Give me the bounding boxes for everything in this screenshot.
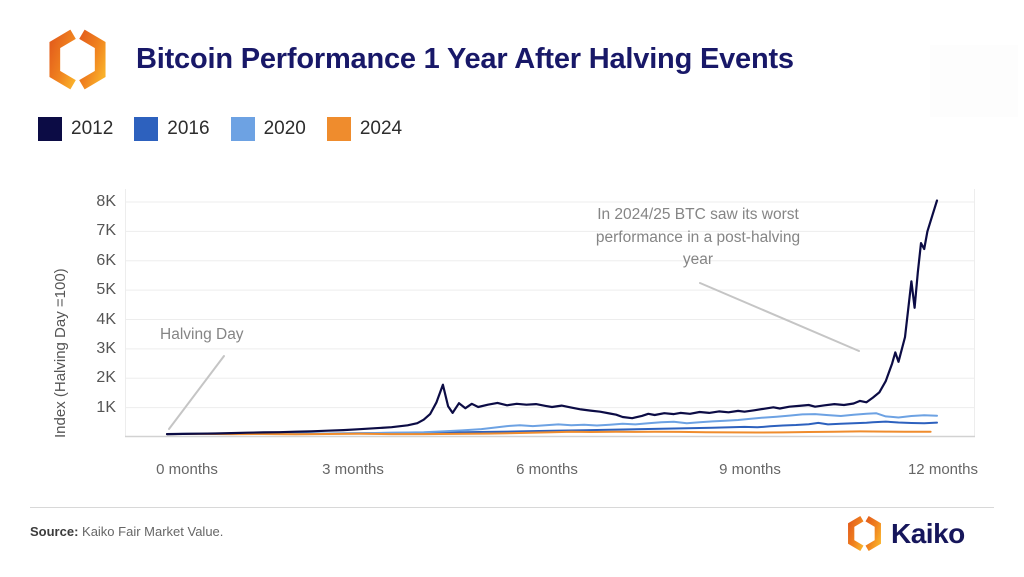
kaiko-footer-logo: Kaiko — [846, 514, 965, 553]
series-line-2020 — [166, 412, 938, 436]
legend-label: 2012 — [71, 118, 114, 139]
y-axis-title: Index (Halving Day =100) — [52, 268, 69, 438]
kaiko-logo-text: Kaiko — [891, 517, 965, 549]
annotation-halving-day: Halving Day — [160, 326, 244, 343]
x-tick-12-months: 12 months — [907, 461, 979, 478]
x-tick-0-months: 0 months — [156, 461, 218, 478]
series-layer — [165, 199, 939, 436]
legend-swatch-2020 — [230, 117, 255, 141]
source-note: Source: Kaiko Fair Market Value. — [30, 524, 223, 539]
legend-item-2016: 2016 — [134, 117, 210, 141]
annotation-worst-performance: In 2024/25 BTC saw its worst performance… — [595, 206, 801, 268]
kaiko-logo-icon-small — [848, 515, 881, 552]
y-tick-6k: 6K — [96, 252, 116, 269]
worst-performance-pointer-line — [699, 282, 860, 352]
series-line-2012 — [165, 199, 939, 436]
legend-item-2024: 2024 — [326, 117, 403, 141]
series-line-2024 — [166, 430, 932, 436]
legend-swatch-2016 — [134, 117, 159, 141]
x-tick-6-months: 6 months — [516, 461, 578, 478]
source-label: Source: — [30, 524, 79, 539]
y-tick-7k: 7K — [96, 222, 116, 239]
x-tick-9-months: 9 months — [719, 461, 781, 478]
legend-item-2020: 2020 — [230, 117, 306, 141]
legend-label: 2024 — [359, 118, 403, 139]
halving-day-pointer-line — [168, 355, 225, 430]
x-tick-3-months: 3 months — [322, 461, 384, 478]
y-tick-5k: 5K — [96, 281, 116, 298]
legend-label: 2016 — [167, 118, 210, 139]
legend-swatch-2024 — [326, 117, 351, 141]
y-tick-3k: 3K — [96, 340, 116, 357]
gridlines — [125, 189, 975, 437]
chart-legend: 2012 2016 2020 2024 — [38, 117, 402, 141]
kaiko-logo-icon — [49, 29, 106, 90]
y-tick-1k: 1K — [96, 399, 116, 416]
watermark-box — [930, 45, 1018, 117]
source-text: Kaiko Fair Market Value. — [78, 524, 224, 539]
y-tick-4k: 4K — [96, 311, 116, 328]
legend-swatch-2012 — [38, 117, 62, 141]
footer-divider — [30, 507, 994, 508]
page-title: Bitcoin Performance 1 Year After Halving… — [136, 43, 794, 75]
legend-label: 2020 — [263, 118, 306, 139]
y-tick-2k: 2K — [96, 369, 116, 386]
legend-item-2012: 2012 — [38, 117, 113, 141]
y-tick-8k: 8K — [96, 193, 116, 210]
